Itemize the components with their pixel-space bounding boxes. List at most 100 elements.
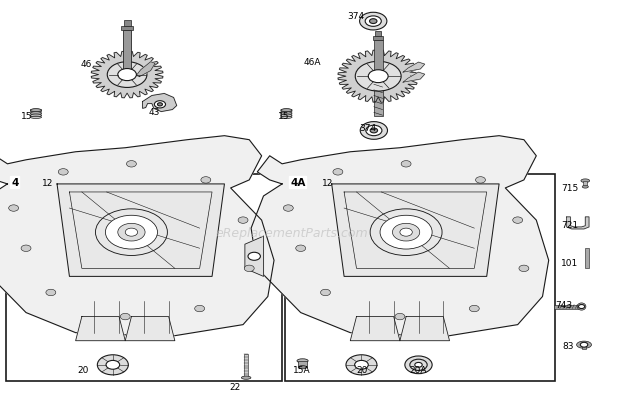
- Circle shape: [405, 356, 432, 374]
- Text: 101: 101: [561, 258, 578, 267]
- Polygon shape: [400, 317, 450, 341]
- Circle shape: [365, 17, 381, 27]
- Circle shape: [9, 205, 19, 212]
- Ellipse shape: [577, 303, 586, 310]
- Circle shape: [296, 245, 306, 252]
- Circle shape: [580, 342, 588, 347]
- Text: 20: 20: [78, 365, 89, 374]
- Polygon shape: [125, 317, 175, 341]
- Ellipse shape: [298, 366, 307, 369]
- Circle shape: [238, 217, 248, 224]
- Circle shape: [401, 161, 411, 168]
- Polygon shape: [251, 136, 549, 337]
- Bar: [582, 345, 586, 349]
- Polygon shape: [76, 317, 125, 341]
- Circle shape: [46, 290, 56, 296]
- Polygon shape: [403, 73, 425, 83]
- Circle shape: [355, 360, 368, 369]
- Bar: [123, 20, 131, 26]
- Circle shape: [355, 62, 401, 92]
- Circle shape: [21, 245, 31, 252]
- Bar: [373, 37, 383, 41]
- Bar: [285, 174, 555, 381]
- Ellipse shape: [297, 359, 308, 363]
- Ellipse shape: [30, 109, 42, 112]
- Polygon shape: [143, 94, 177, 112]
- Ellipse shape: [30, 113, 42, 115]
- Ellipse shape: [30, 111, 42, 114]
- Circle shape: [360, 13, 387, 31]
- Ellipse shape: [30, 109, 42, 112]
- Polygon shape: [57, 184, 224, 277]
- Text: 721: 721: [561, 220, 578, 229]
- Polygon shape: [0, 136, 274, 337]
- Text: 43: 43: [149, 108, 160, 117]
- Circle shape: [519, 265, 529, 272]
- Circle shape: [106, 360, 120, 369]
- Polygon shape: [350, 317, 400, 341]
- Circle shape: [125, 229, 138, 237]
- Bar: [298, 361, 307, 367]
- Ellipse shape: [281, 115, 292, 117]
- Text: 20A: 20A: [409, 365, 427, 374]
- Circle shape: [283, 205, 293, 212]
- Text: 20: 20: [356, 365, 368, 374]
- Circle shape: [126, 161, 136, 168]
- Circle shape: [476, 177, 485, 184]
- Ellipse shape: [30, 115, 42, 117]
- Circle shape: [157, 103, 162, 107]
- Circle shape: [248, 253, 260, 261]
- Circle shape: [107, 63, 147, 88]
- Circle shape: [118, 224, 145, 241]
- Text: 12: 12: [322, 179, 334, 188]
- Circle shape: [120, 314, 130, 320]
- Ellipse shape: [281, 117, 292, 119]
- Polygon shape: [91, 52, 163, 99]
- Bar: [583, 181, 587, 187]
- Bar: [123, 31, 131, 71]
- Circle shape: [513, 217, 523, 224]
- Bar: [121, 26, 133, 31]
- Ellipse shape: [581, 179, 590, 183]
- Circle shape: [380, 216, 432, 249]
- Ellipse shape: [582, 186, 588, 189]
- Circle shape: [346, 355, 377, 375]
- Polygon shape: [136, 63, 155, 77]
- Circle shape: [370, 129, 378, 134]
- Circle shape: [154, 101, 166, 109]
- Text: 22: 22: [229, 382, 241, 391]
- Text: 374: 374: [347, 12, 365, 20]
- Text: 4A: 4A: [290, 178, 306, 188]
- Bar: [374, 41, 383, 73]
- Text: 374: 374: [360, 124, 377, 133]
- Bar: [375, 32, 381, 37]
- Bar: [554, 305, 578, 309]
- Circle shape: [395, 314, 405, 320]
- Ellipse shape: [281, 113, 292, 115]
- Circle shape: [97, 355, 128, 375]
- Circle shape: [244, 265, 254, 272]
- Circle shape: [370, 20, 377, 24]
- Text: 743: 743: [556, 300, 573, 309]
- Bar: [244, 354, 248, 378]
- Circle shape: [58, 169, 68, 176]
- Polygon shape: [567, 217, 589, 229]
- Text: eReplacementParts.com: eReplacementParts.com: [215, 226, 368, 239]
- Text: 15A: 15A: [293, 365, 310, 374]
- Circle shape: [578, 305, 585, 309]
- Ellipse shape: [241, 376, 251, 379]
- Circle shape: [415, 363, 422, 367]
- Polygon shape: [332, 184, 499, 277]
- Circle shape: [469, 306, 479, 312]
- Circle shape: [360, 122, 388, 140]
- Bar: [6, 174, 282, 381]
- Bar: [585, 249, 589, 269]
- Text: 12: 12: [42, 179, 53, 188]
- Text: 15: 15: [20, 112, 32, 121]
- Circle shape: [105, 216, 157, 249]
- Circle shape: [410, 359, 427, 371]
- Circle shape: [412, 361, 425, 369]
- Ellipse shape: [281, 109, 292, 112]
- Polygon shape: [338, 51, 419, 103]
- Circle shape: [95, 209, 167, 256]
